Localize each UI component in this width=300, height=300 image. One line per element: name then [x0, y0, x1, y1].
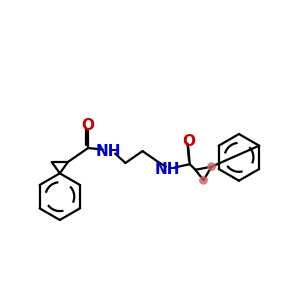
Text: NH: NH: [96, 144, 121, 159]
Circle shape: [200, 177, 207, 184]
Text: NH: NH: [155, 162, 180, 177]
Circle shape: [208, 163, 215, 170]
Text: O: O: [182, 134, 195, 149]
Text: O: O: [82, 118, 94, 133]
